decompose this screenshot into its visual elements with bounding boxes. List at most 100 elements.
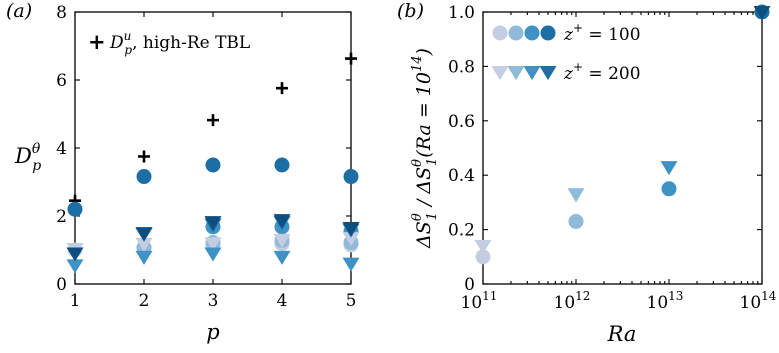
panel-a-ytick-label: 8 <box>56 3 67 23</box>
legend-z200-sup: + <box>573 60 583 74</box>
panel-a-circle-point <box>67 201 83 217</box>
panel-b-xtick-label: 1011 <box>461 289 498 313</box>
panel-b-ylabel-s1: S <box>413 221 435 234</box>
panel-a-xtick-label: 1 <box>70 291 81 311</box>
panel-b-ticks: 1011 1012 1013 1014 0 0.2 0.4 0.6 0.8 1.0 <box>448 3 777 313</box>
panel-a-triangle-point <box>342 221 360 236</box>
panel-a-circle-point <box>205 157 221 173</box>
panel-b-ylabel-open: ( <box>413 150 435 158</box>
panel-b-ytick-label: 0.8 <box>448 57 475 77</box>
panel-a-xtick-label: 5 <box>346 291 357 311</box>
legend-z100-text: z+ = 100 <box>563 21 641 45</box>
legend-z200-rest: = 200 <box>583 64 641 84</box>
panel-a-xtick-label: 2 <box>139 291 150 311</box>
legend-triangle-swatch <box>539 66 557 81</box>
panel-b-ytick-label: 0 <box>464 275 475 295</box>
panel-b-triangle-point <box>474 239 492 254</box>
panel-a-xtick-label: 4 <box>277 291 288 311</box>
panel-b-triangle-point <box>753 6 771 21</box>
legend-z100-rest: = 100 <box>583 25 641 45</box>
panel-a-legend: + Du p, high-Re TBL <box>88 29 250 57</box>
panel-a-plus-point <box>276 82 288 95</box>
panel-a-triangle-point <box>273 250 291 265</box>
panel-a-ticks: 1 2 3 4 5 0 2 4 6 8 <box>56 3 356 311</box>
legend-d-sub: p <box>124 43 132 57</box>
panel-b-ylabel-sup1: θ <box>410 213 425 221</box>
legend-z100-main: z <box>563 25 574 45</box>
panel-a-plus-point <box>138 150 150 163</box>
panel-b-label: (b) <box>397 0 424 22</box>
legend-z200-text: z+ = 200 <box>563 60 641 84</box>
panel-b-xlabel: Ra <box>607 322 637 346</box>
panel-a-ylabel-sup: θ <box>32 141 41 157</box>
panel-b: (b) 1011 1012 1013 1014 0 0.2 0.4 0.6 0.8 1.0 z+ … <box>397 0 777 346</box>
panel-b-ylabel-close: ) <box>413 48 435 56</box>
legend-circle-swatch <box>492 25 508 41</box>
panel-a-triangle-point <box>273 214 291 229</box>
panel-a-plus-point <box>207 114 219 127</box>
panel-a-xlabel: p <box>206 320 219 344</box>
panel-a-ytick-label: 6 <box>56 71 67 91</box>
legend-circle-swatch <box>524 25 540 41</box>
panel-a-triangle-point <box>342 257 360 272</box>
legend-triangle-swatch <box>523 66 541 81</box>
panel-b-ylabel-s2: S <box>413 167 435 180</box>
panel-a-triangle-point <box>204 247 222 262</box>
legend-circle-swatch <box>540 25 556 41</box>
legend-d-sup: u <box>124 29 132 43</box>
panel-b-ytick-label: 0.4 <box>448 166 475 186</box>
panel-b-plot-frame <box>482 11 763 285</box>
panel-b-ylabel-sup2: θ <box>410 159 425 167</box>
panel-a-label: (a) <box>6 0 32 22</box>
panel-b-xtick-label: 1014 <box>740 289 777 313</box>
panel-b-legend: z+ = 100 z+ = 200 <box>491 21 641 84</box>
panel-a-ylabel-main: D <box>14 144 32 168</box>
panel-a-triangle-point <box>135 227 153 242</box>
panel-a-circle-point <box>274 157 290 173</box>
panel-a-ylabel-sub: p <box>32 158 41 174</box>
legend-z200-main: z <box>563 64 574 84</box>
panel-b-legend-markers <box>491 25 557 81</box>
legend-d-main: D <box>109 33 124 53</box>
panel-a-xtick-label: 3 <box>208 291 219 311</box>
panel-a-circle-point <box>343 169 359 185</box>
legend-plus-text: Du p, high-Re TBL <box>109 29 250 57</box>
panel-b-ylabel-sub1: 1 <box>425 212 440 220</box>
panel-a-triangle-point <box>66 259 84 274</box>
panel-a-ylabel: Dθ p <box>14 141 41 174</box>
panel-b-ytick-label: 0.2 <box>448 221 475 241</box>
panel-a-ytick-label: 2 <box>56 207 67 227</box>
panel-b-markers <box>474 4 771 265</box>
legend-triangle-swatch <box>491 66 509 81</box>
panel-a-triangle-point <box>342 232 360 247</box>
panel-b-ylabel-eq: = 10 <box>413 72 435 124</box>
legend-z100-sup: + <box>573 21 583 35</box>
panel-a-ytick-label: 0 <box>56 275 67 295</box>
panel-b-circle-point <box>568 213 584 229</box>
legend-circle-swatch <box>508 25 524 41</box>
panel-a-triangle-point <box>273 233 291 248</box>
panel-a-triangle-point <box>135 250 153 265</box>
legend-d-rest: , high-Re TBL <box>132 33 250 53</box>
panel-b-xtick-label: 1013 <box>647 289 684 313</box>
panel-b-ylabel-exp: 14 <box>410 55 425 72</box>
panel-a-markers <box>66 52 360 274</box>
legend-triangle-swatch <box>507 66 525 81</box>
panel-b-circle-point <box>475 249 491 265</box>
panel-b-ylabel-delta1: Δ <box>413 234 435 249</box>
panel-b-ytick-label: 1.0 <box>448 3 475 23</box>
panel-b-triangle-point <box>567 188 585 203</box>
panel-b-xtick-label: 1012 <box>554 289 591 313</box>
panel-b-ylabel-sub2: 1 <box>425 158 440 166</box>
panel-b-ytick-label: 0.6 <box>448 112 475 132</box>
panel-a-triangle-point <box>204 237 222 252</box>
panel-b-triangle-point <box>660 161 678 176</box>
legend-plus-symbol: + <box>88 30 106 54</box>
panel-a-triangle-point <box>66 247 84 262</box>
panel-a-triangle-point <box>204 216 222 231</box>
panel-a-circle-point <box>136 169 152 185</box>
panel-b-ylabel-ra: Ra <box>413 124 435 151</box>
panel-a-plus-point <box>345 52 357 65</box>
